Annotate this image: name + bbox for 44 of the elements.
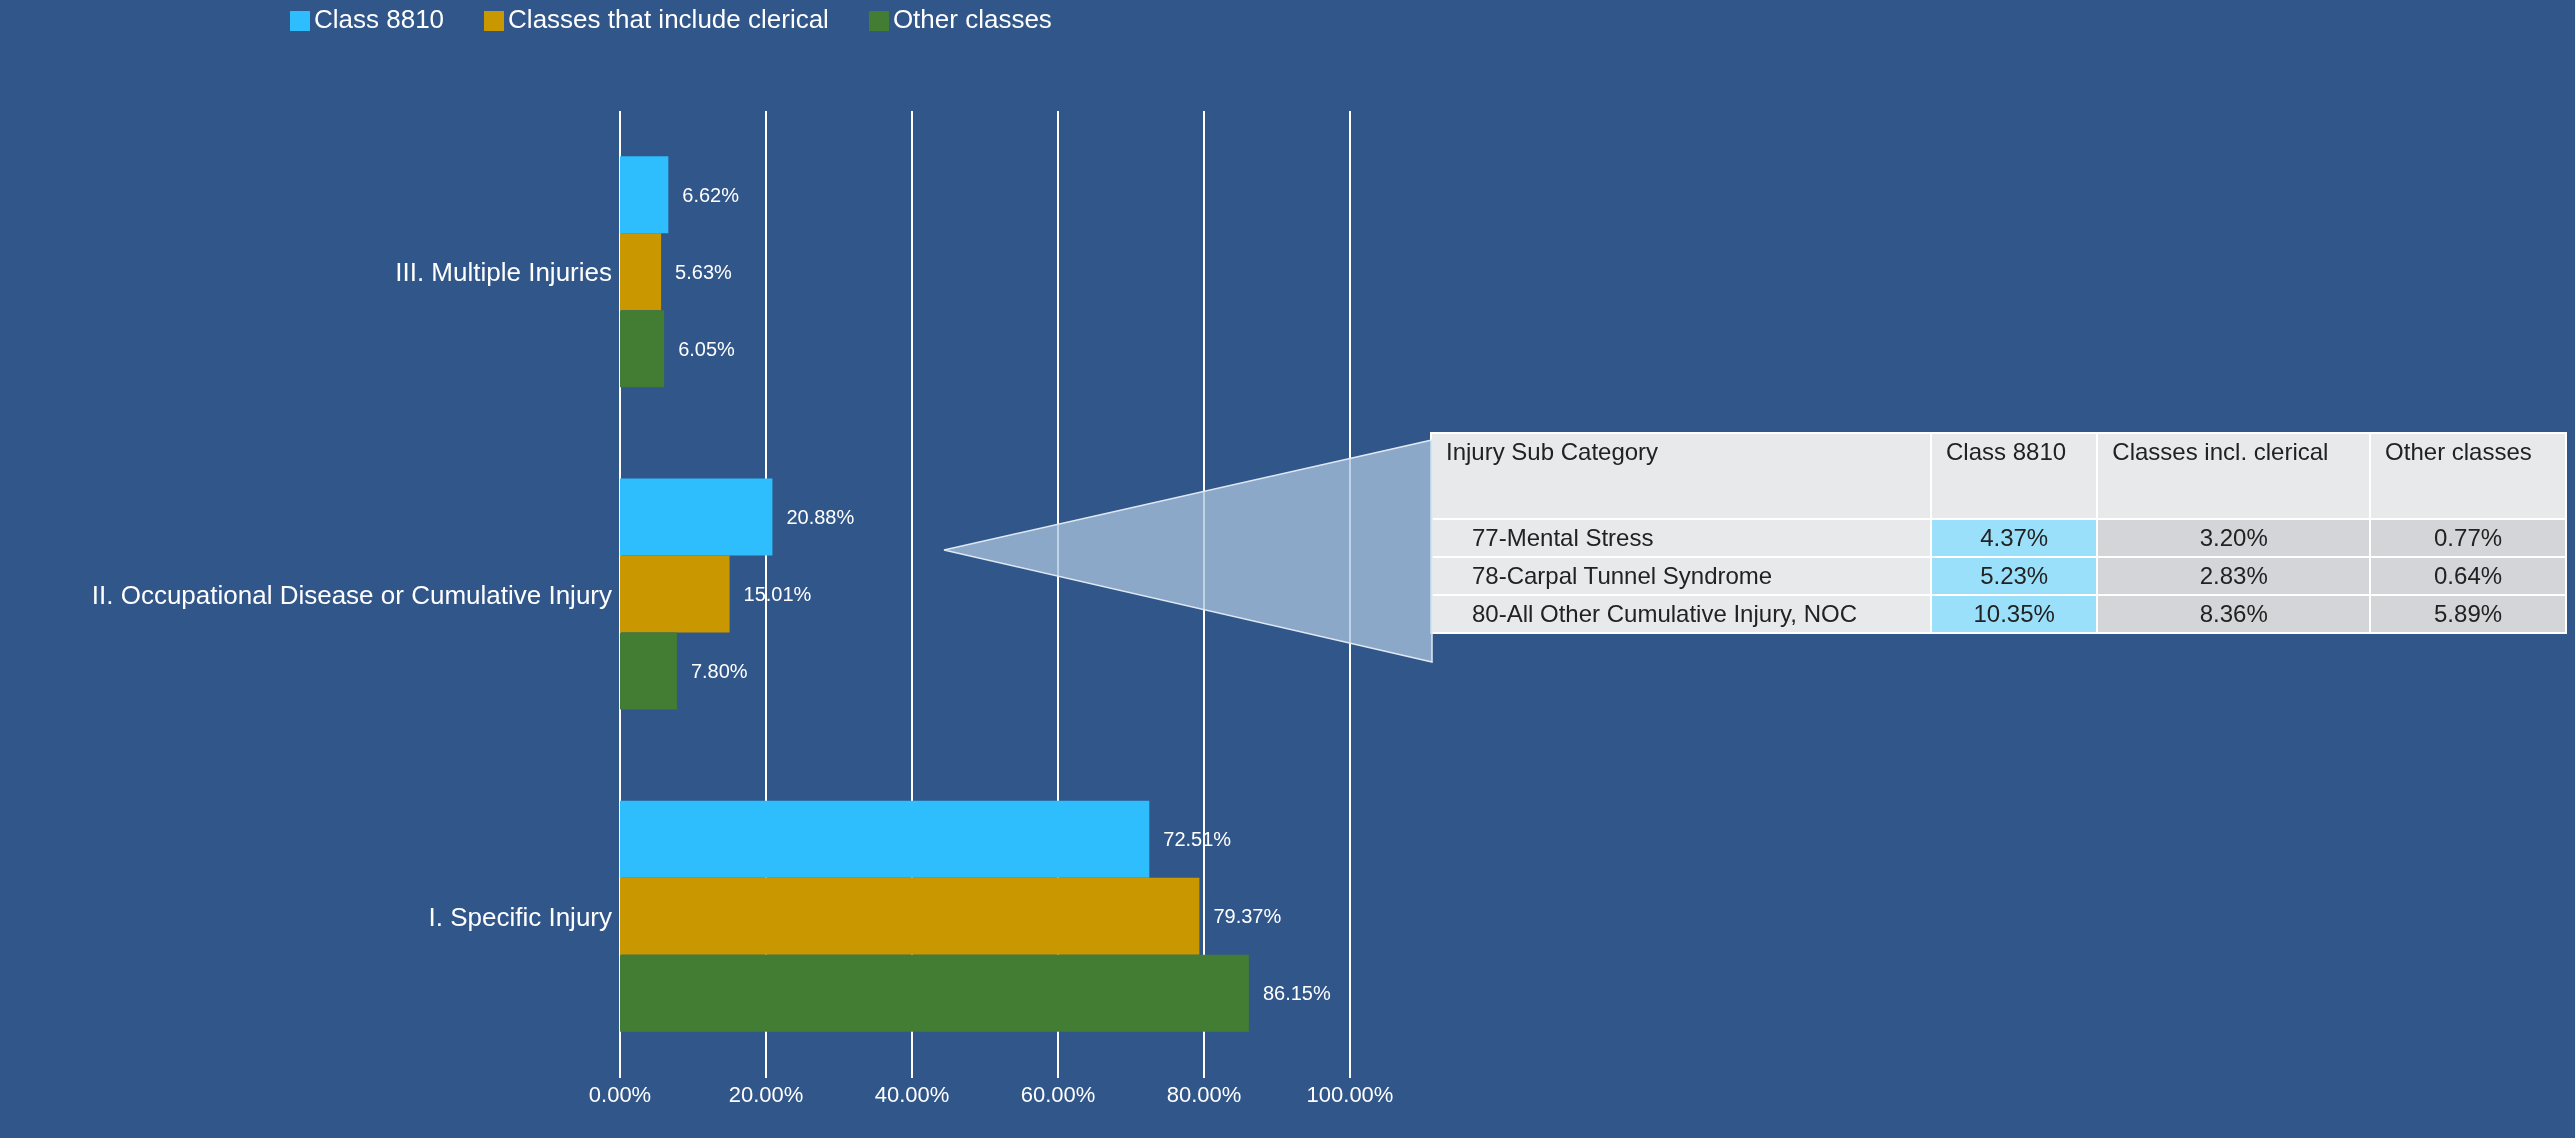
data-label: 6.62% [682, 183, 740, 206]
category-label: 80-All Other Cumulative Injury, NOC [1472, 600, 1858, 627]
x-tick-label: 0.00% [588, 1081, 652, 1107]
text: 4.37% [1980, 524, 2049, 551]
legend-label: Class 8810 [314, 4, 445, 34]
y-tick-label: I. Specific Injury [428, 902, 612, 933]
bar [620, 877, 1200, 955]
data-label: 7.80% [690, 660, 748, 683]
category-label: 77-Mental Stress [1472, 524, 1654, 551]
data-label: 79.37% [1213, 905, 1282, 928]
y-tick-label: III. Multiple Injuries [395, 257, 612, 288]
data-label: 6.05% [678, 337, 736, 360]
bar [620, 310, 665, 388]
bar [620, 555, 730, 633]
data-label: 86.15% [1262, 982, 1331, 1005]
bar [620, 233, 662, 311]
legend-label: Classes that include clerical [508, 4, 829, 34]
text: 10.35% [1973, 600, 2055, 627]
category-label: 78-Carpal Tunnel Syndrome [1472, 562, 1773, 589]
category-label: Class 8810 [1931, 433, 2098, 519]
data-label: 20.88% [786, 506, 855, 529]
text: Injury Sub Category [1431, 433, 1931, 519]
data-label: 5.63% [675, 260, 733, 283]
text: 8.36% [2199, 600, 2268, 627]
x-tick-label: 80.00% [1166, 1081, 1242, 1107]
text: 0.64% [2434, 562, 2503, 589]
y-tick-label: II. Occupational Disease or Cumulative Injury [91, 579, 612, 610]
x-tick-label: 100.00% [1306, 1081, 1394, 1107]
category-label: Classes incl. clerical [2097, 433, 2371, 519]
category-label: Other classes [2370, 433, 2566, 519]
bar [620, 800, 1150, 878]
legend-label: Other classes [892, 4, 1052, 34]
bar [620, 954, 1249, 1032]
text: 5.89% [2434, 600, 2503, 627]
x-tick-label: 40.00% [874, 1081, 950, 1107]
bar [620, 156, 669, 234]
text: 5.23% [1980, 562, 2049, 589]
x-tick-label: 60.00% [1020, 1081, 1096, 1107]
text: 0.77% [2434, 524, 2503, 551]
bar [620, 632, 677, 710]
text: 3.20% [2199, 524, 2268, 551]
bar [620, 478, 773, 556]
text: 2.83% [2199, 562, 2268, 589]
x-tick-label: 20.00% [728, 1081, 804, 1107]
